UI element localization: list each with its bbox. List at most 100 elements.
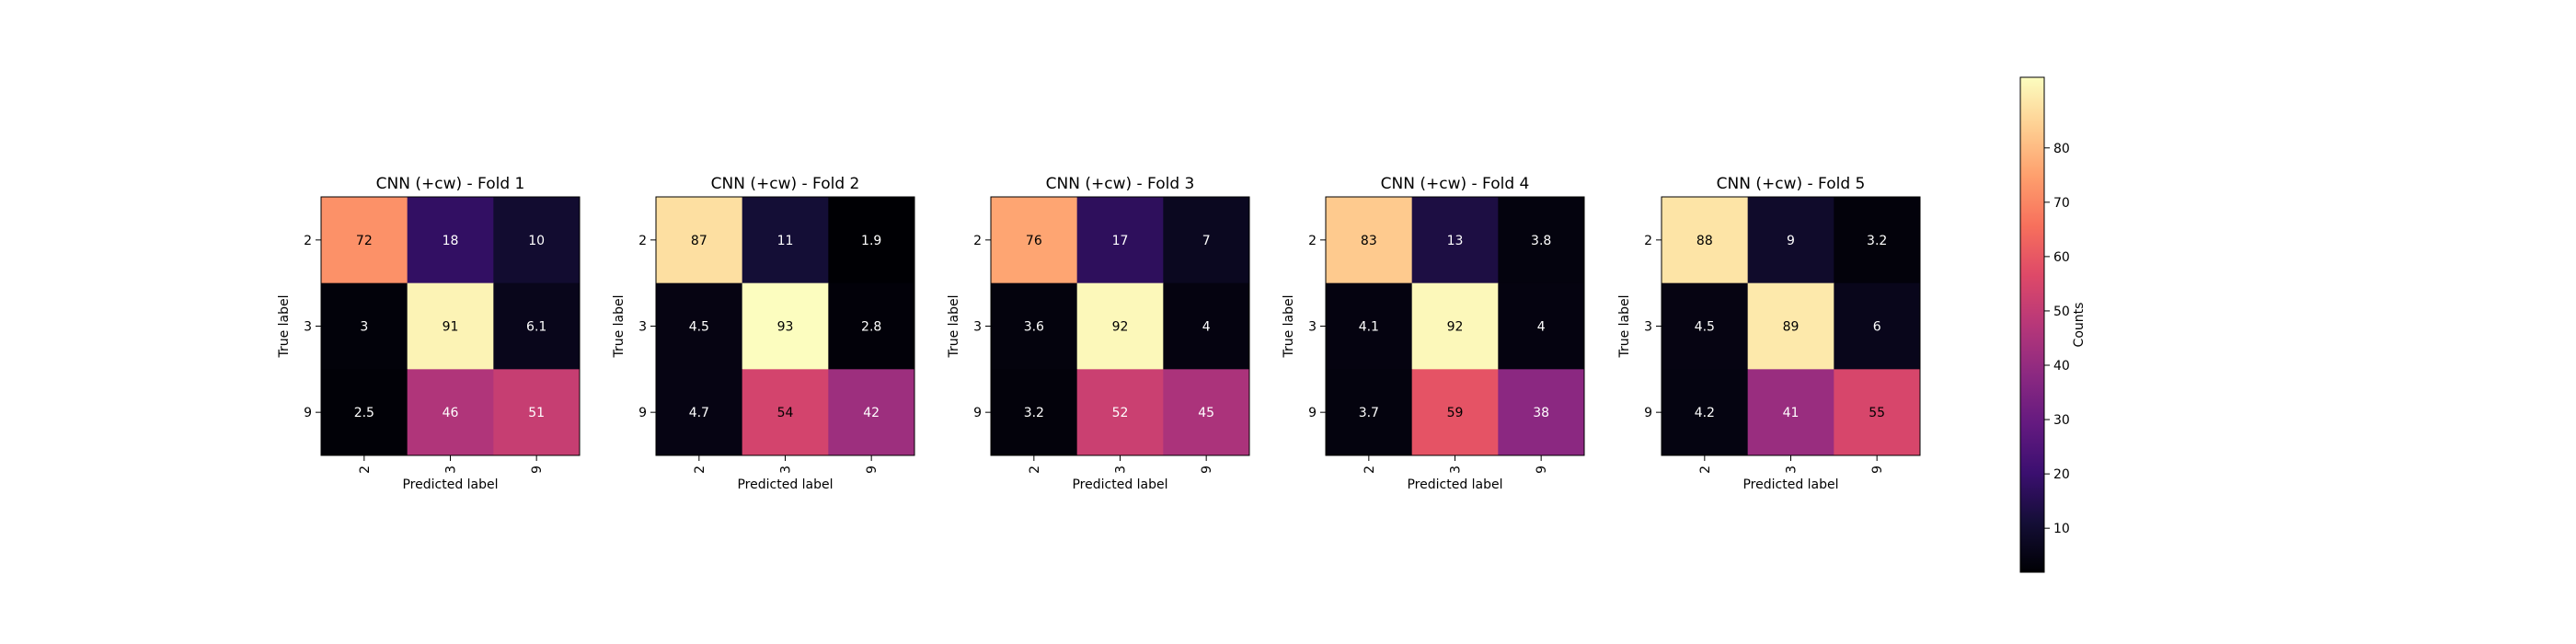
- cell-value-label: 9: [1787, 234, 1795, 248]
- cell-value-label: 54: [777, 406, 794, 420]
- panel-title: CNN (+cw) - Fold 1: [376, 175, 525, 193]
- cell-value-label: 4.5: [689, 320, 709, 335]
- cell-value-label: 87: [691, 234, 707, 248]
- x-tick-label: 2: [693, 466, 707, 474]
- cell-value-label: 42: [863, 406, 880, 420]
- y-tick-label: 3: [638, 320, 647, 335]
- x-tick-label: 9: [1870, 466, 1885, 474]
- matrix-cell: [1834, 369, 1921, 456]
- cell-value-label: 92: [1447, 320, 1464, 335]
- matrix-cell: [1834, 282, 1921, 370]
- x-axis-label: Predicted label: [1407, 477, 1502, 492]
- matrix-cell: [828, 369, 915, 456]
- cell-value-label: 4.2: [1695, 406, 1715, 420]
- matrix-cell: [321, 197, 408, 284]
- confusion-matrix-fold-2: CNN (+cw) - Fold 287 11 1.94.5 93 2.84.7 54 42…: [612, 175, 915, 492]
- matrix-cell: [1076, 369, 1164, 456]
- x-tick-label: 2: [1363, 466, 1377, 474]
- matrix-cell: [1498, 282, 1585, 370]
- matrix-cell: [1076, 282, 1164, 370]
- matrix-cell: [1747, 369, 1834, 456]
- cell-value-label: 45: [1198, 406, 1214, 420]
- cell-value-label: 4: [1202, 320, 1211, 335]
- x-axis-label: Predicted label: [737, 477, 833, 492]
- matrix-cell: [1498, 197, 1585, 284]
- matrix-cell: [991, 282, 1078, 370]
- cell-value-label: 4.1: [1359, 320, 1379, 335]
- x-axis-label: Predicted label: [1072, 477, 1167, 492]
- colorbar-tick-label: 60: [2053, 250, 2070, 265]
- colorbar-tick-label: 40: [2053, 359, 2070, 374]
- cell-value-label: 4: [1537, 320, 1546, 335]
- matrix-cell: [828, 197, 915, 284]
- cell-value-label: 93: [777, 320, 794, 335]
- cell-value-label: 3.6: [1024, 320, 1044, 335]
- cell-value-label: 51: [528, 406, 545, 420]
- cell-value-label: 91: [443, 320, 459, 335]
- matrix-cell: [493, 369, 581, 456]
- cell-value-label: 72: [356, 234, 373, 248]
- matrix-cell: [742, 369, 829, 456]
- panel-title: CNN (+cw) - Fold 2: [711, 175, 860, 193]
- matrix-cell: [407, 197, 494, 284]
- y-axis-label: True label: [612, 294, 627, 358]
- y-tick-label: 3: [1644, 320, 1652, 335]
- cell-value-label: 52: [1112, 406, 1129, 420]
- x-tick-label: 2: [1698, 466, 1713, 474]
- cell-value-label: 46: [443, 406, 459, 420]
- y-axis-label: True label: [1617, 294, 1632, 358]
- colorbar-tick-label: 30: [2053, 413, 2070, 428]
- y-tick-label: 2: [1644, 234, 1652, 248]
- y-axis-label: True label: [1282, 294, 1296, 358]
- cell-value-label: 3.8: [1531, 234, 1551, 248]
- colorbar-tick-label: 10: [2053, 522, 2070, 536]
- x-tick-label: 2: [1028, 466, 1042, 474]
- matrix-cell: [656, 282, 743, 370]
- cell-value-label: 92: [1112, 320, 1129, 335]
- y-tick-label: 2: [304, 234, 312, 248]
- y-tick-label: 3: [304, 320, 312, 335]
- cell-value-label: 55: [1869, 406, 1885, 420]
- colorbar-tick-label: 20: [2053, 467, 2070, 482]
- matrix-cell: [656, 369, 743, 456]
- y-axis-label: True label: [947, 294, 961, 358]
- matrix-cell: [1747, 282, 1834, 370]
- colorbar-gradient: [2019, 76, 2045, 573]
- panel-title: CNN (+cw) - Fold 3: [1046, 175, 1195, 193]
- matrix-cell: [828, 282, 915, 370]
- cell-value-label: 3.7: [1359, 406, 1379, 420]
- cell-value-label: 88: [1696, 234, 1713, 248]
- matrix-cell: [1834, 197, 1921, 284]
- y-tick-label: 9: [973, 406, 982, 420]
- matrix-cell: [321, 369, 408, 456]
- matrix-cell: [1326, 197, 1413, 284]
- matrix-cell: [1163, 197, 1250, 284]
- y-tick-label: 9: [1308, 406, 1317, 420]
- cell-value-label: 41: [1783, 406, 1800, 420]
- y-axis-label: True label: [277, 294, 292, 358]
- y-tick-label: 9: [1644, 406, 1652, 420]
- x-tick-label: 9: [865, 466, 880, 474]
- cell-value-label: 1.9: [861, 234, 881, 248]
- panel-title: CNN (+cw) - Fold 4: [1381, 175, 1530, 193]
- y-tick-label: 2: [638, 234, 647, 248]
- matrix-cell: [1326, 369, 1413, 456]
- x-tick-label: 3: [444, 466, 459, 474]
- x-axis-label: Predicted label: [402, 477, 498, 492]
- x-axis-label: Predicted label: [1742, 477, 1838, 492]
- cell-value-label: 3.2: [1867, 234, 1887, 248]
- colorbar-tick-label: 70: [2053, 196, 2070, 211]
- confusion-matrix-fold-5: CNN (+cw) - Fold 5 88 9 3.2 4.5 89 6 4.2 41 55 2 3 9…: [1617, 175, 1921, 492]
- y-tick-label: 2: [973, 234, 982, 248]
- cell-value-label: 59: [1447, 406, 1464, 420]
- matrix-cell: [407, 369, 494, 456]
- matrix-cell: [991, 197, 1078, 284]
- matrix-cell: [1662, 197, 1749, 284]
- matrix-cell: [1163, 282, 1250, 370]
- cell-value-label: 2.5: [354, 406, 374, 420]
- matrix-cell: [742, 197, 829, 284]
- matrix-cell: [1411, 282, 1499, 370]
- x-tick-label: 9: [1535, 466, 1549, 474]
- confusion-matrix-fold-1: CNN (+cw) - Fold 1 72 18 10 3 91 6.1 2.5 46 51 2 3 9…: [277, 175, 581, 492]
